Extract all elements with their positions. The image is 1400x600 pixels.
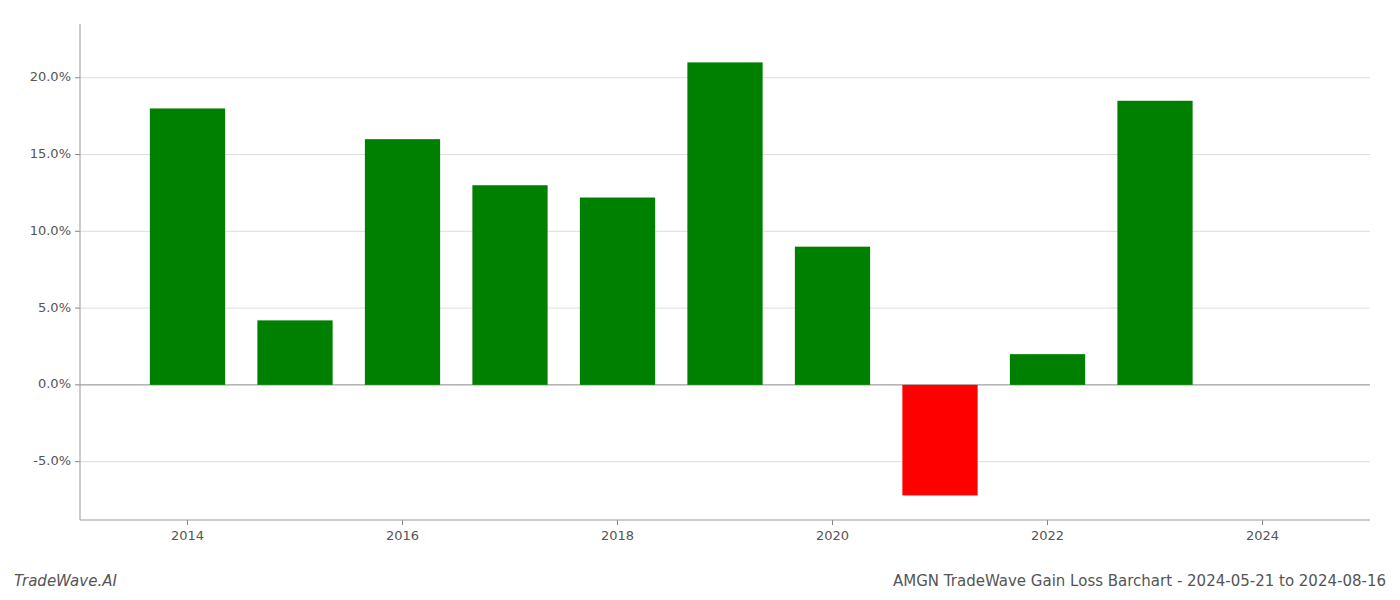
x-tick xyxy=(617,520,618,525)
bar xyxy=(580,198,655,385)
bar xyxy=(257,320,332,384)
y-tick xyxy=(75,461,80,462)
x-tick-label: 2014 xyxy=(171,528,204,543)
bar xyxy=(687,62,762,384)
y-tick-label: 5.0% xyxy=(38,300,71,315)
chart-title: AMGN TradeWave Gain Loss Barchart - 2024… xyxy=(893,572,1386,590)
bar xyxy=(795,247,870,385)
bar xyxy=(1010,354,1085,385)
bar xyxy=(1117,101,1192,385)
bar xyxy=(150,108,225,384)
chart-svg: -5.0% 0.0% 5.0% 10.0% 15.0% 20.0% 2014 2016 2018… xyxy=(0,0,1400,600)
x-tick-label: 2020 xyxy=(816,528,849,543)
y-tick xyxy=(75,77,80,78)
x-tick xyxy=(1262,520,1263,525)
y-tick-label: 10.0% xyxy=(30,223,71,238)
y-tick xyxy=(75,231,80,232)
y-tick xyxy=(75,154,80,155)
x-tick-label: 2016 xyxy=(386,528,419,543)
x-tick xyxy=(832,520,833,525)
x-tick xyxy=(402,520,403,525)
y-tick-label: 0.0% xyxy=(38,376,71,391)
x-tick xyxy=(1047,520,1048,525)
bar xyxy=(472,185,547,385)
y-tick xyxy=(75,384,80,385)
y-tick-label: 20.0% xyxy=(30,69,71,84)
bar xyxy=(902,385,977,496)
chart-container: -5.0% 0.0% 5.0% 10.0% 15.0% 20.0% 2014 2016 2018… xyxy=(0,0,1400,600)
y-tick-label: -5.0% xyxy=(33,453,71,468)
x-tick-label: 2018 xyxy=(601,528,634,543)
x-tick-label: 2022 xyxy=(1031,528,1064,543)
x-tick-label: 2024 xyxy=(1246,528,1279,543)
axes: -5.0% 0.0% 5.0% 10.0% 15.0% 20.0% 2014 2016 2018… xyxy=(30,24,1370,543)
y-tick xyxy=(75,308,80,309)
grid-line xyxy=(80,461,1370,462)
bar xyxy=(365,139,440,385)
x-tick xyxy=(187,520,188,525)
y-tick-label: 15.0% xyxy=(30,146,71,161)
y-axis-line xyxy=(80,24,81,520)
watermark: TradeWave.AI xyxy=(14,572,117,590)
x-axis-line xyxy=(80,520,1370,521)
bars xyxy=(150,62,1193,495)
